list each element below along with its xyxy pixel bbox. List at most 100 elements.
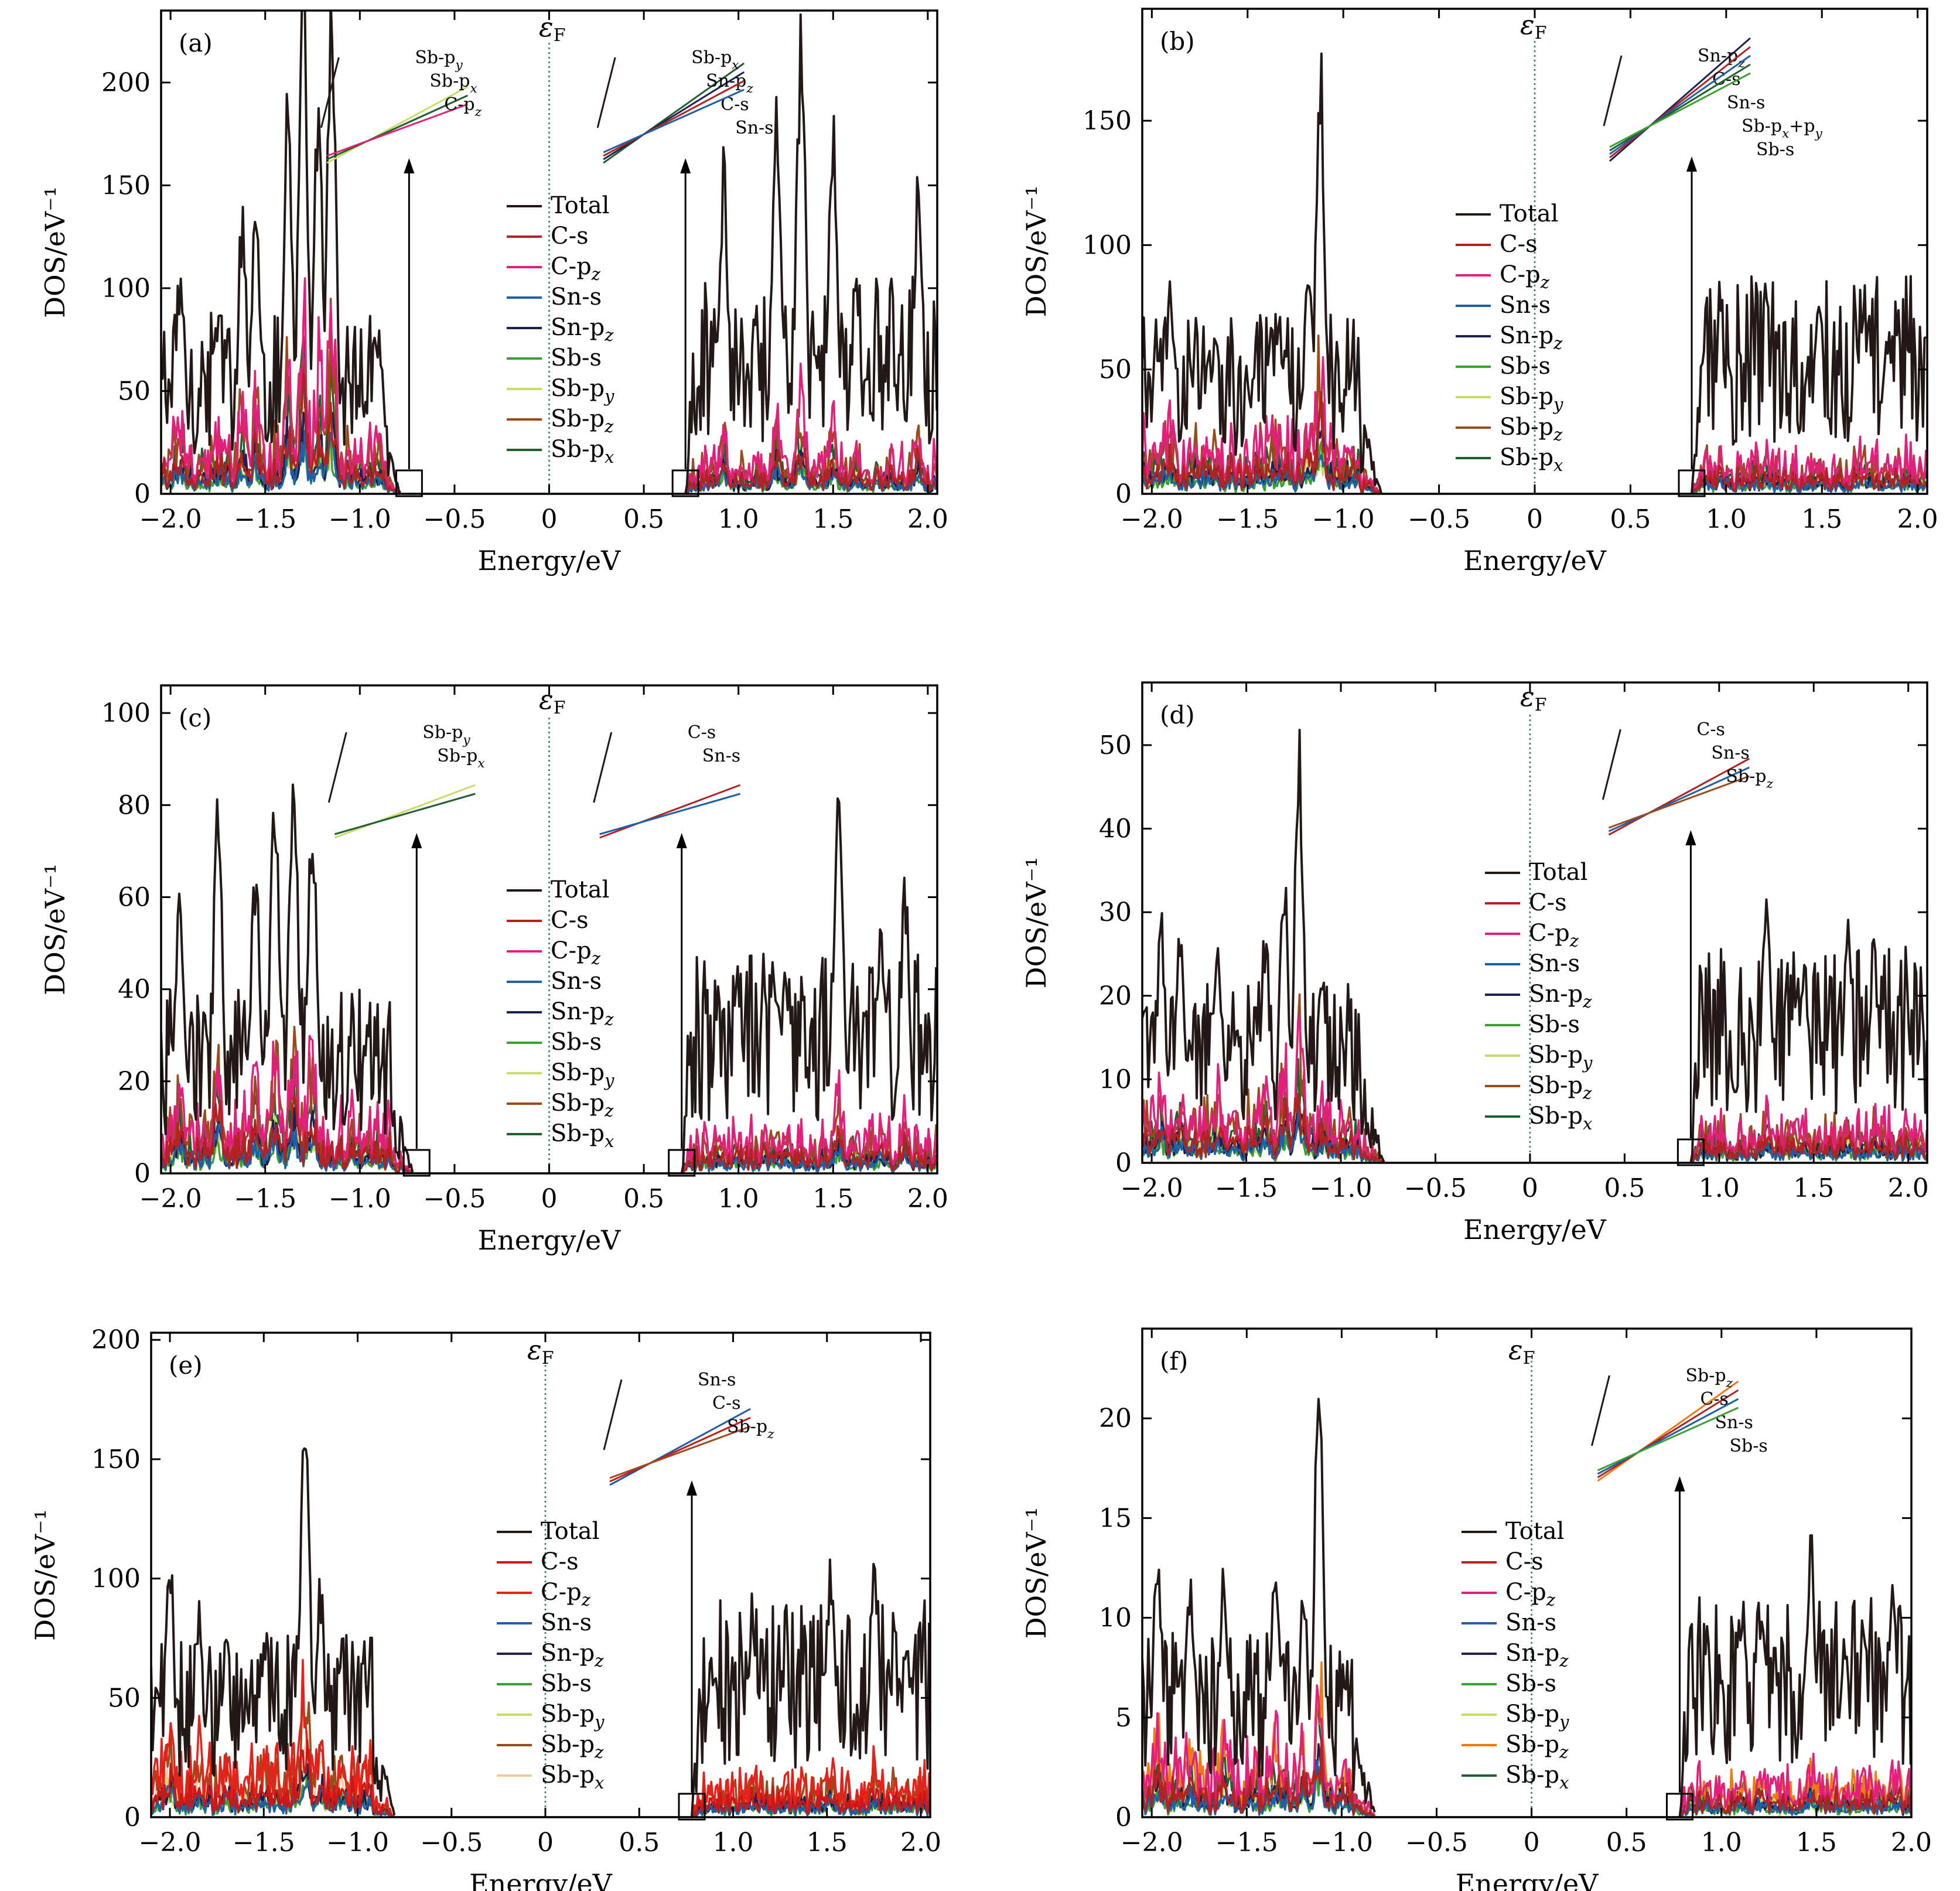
y-tick-label: 200 bbox=[101, 68, 151, 98]
panel-label: (c) bbox=[179, 704, 211, 732]
x-tick-label: −1.0 bbox=[1312, 504, 1375, 534]
legend-label: Sb-px bbox=[551, 1120, 614, 1151]
x-tick-label: 1.0 bbox=[1699, 1173, 1740, 1203]
inset-label: Sb-pz bbox=[727, 1416, 774, 1442]
panel-c: εF −2.0 −1.5 −1.0 −0.5 0 0.5 1.0 1.5 2.0 0 20 40 60 80… bbox=[39, 684, 948, 1256]
x-axis-label: Energy/eV bbox=[1463, 1214, 1607, 1245]
legend-label: Sn-s bbox=[1505, 1609, 1556, 1636]
x-tick-label: −0.5 bbox=[1404, 1173, 1467, 1203]
legend-label: Sn-s bbox=[1500, 292, 1551, 319]
pdos-line-c-s bbox=[1142, 1738, 1911, 1817]
x-tick-label: −1.0 bbox=[329, 504, 391, 534]
x-tick-label: 0.5 bbox=[1610, 504, 1651, 534]
legend-label: Sb-py bbox=[1529, 1042, 1593, 1073]
y-tick-label: 0 bbox=[1115, 1803, 1132, 1832]
x-tick-label: −1.5 bbox=[1216, 504, 1279, 534]
legend-label: C-s bbox=[1529, 889, 1567, 916]
inset-line bbox=[326, 94, 468, 161]
inset-line bbox=[326, 86, 469, 164]
x-tick-label: 2.0 bbox=[907, 1184, 948, 1214]
y-tick-label: 50 bbox=[1099, 355, 1132, 385]
inset-line bbox=[1609, 54, 1751, 155]
legend-label: C-pz bbox=[1505, 1579, 1556, 1610]
y-tick-label: 40 bbox=[1099, 814, 1132, 844]
x-tick-label: 1.5 bbox=[812, 1184, 853, 1214]
fermi-label: εF bbox=[1508, 1334, 1535, 1368]
x-tick-label: −1.5 bbox=[1215, 1828, 1278, 1858]
inset-line bbox=[1609, 72, 1751, 148]
inset-line bbox=[1609, 46, 1751, 159]
legend-label: Sb-s bbox=[1529, 1011, 1580, 1038]
legend-label: Sb-px bbox=[1529, 1102, 1592, 1134]
inset-line bbox=[603, 71, 745, 161]
legend-label: Sb-py bbox=[1500, 383, 1563, 414]
legend-label: Sb-px bbox=[1500, 444, 1563, 475]
inset-line bbox=[334, 784, 476, 839]
inset-total-line bbox=[327, 732, 347, 803]
zoom-box bbox=[1676, 1138, 1705, 1166]
y-tick-label: 20 bbox=[118, 1067, 151, 1097]
legend-label: Sb-px bbox=[551, 436, 614, 467]
inset-line bbox=[1609, 37, 1751, 162]
inset-label: Sb-px bbox=[429, 71, 477, 96]
inset-line bbox=[609, 1425, 751, 1479]
legend-label: Sb-py bbox=[541, 1701, 605, 1732]
legend-label: Sb-s bbox=[1500, 353, 1551, 380]
inset-label: C-s bbox=[1696, 719, 1725, 740]
legend-label: Sn-s bbox=[551, 968, 602, 995]
legend-label: Sb-s bbox=[541, 1670, 592, 1697]
x-tick-label: −1.5 bbox=[234, 504, 296, 534]
inset-label: C-pz bbox=[444, 94, 482, 120]
curves bbox=[161, 783, 937, 1173]
x-tick-label: 0.5 bbox=[623, 504, 664, 534]
zoom-arrowhead bbox=[680, 158, 691, 173]
inset-line bbox=[334, 793, 476, 835]
pdos-line-sn-s bbox=[1142, 454, 1927, 494]
y-tick-label: 100 bbox=[101, 274, 151, 303]
inset-label: Sb-px bbox=[437, 746, 484, 771]
x-tick-label: 0 bbox=[541, 504, 558, 534]
legend-label: Sn-s bbox=[1529, 950, 1580, 977]
pdos-line-c-s bbox=[161, 370, 937, 494]
zoom-box bbox=[671, 469, 699, 497]
x-tick-label: −2.0 bbox=[139, 1184, 202, 1214]
inset-total-line bbox=[1603, 55, 1623, 127]
x-tick-label: 2.0 bbox=[1897, 504, 1938, 534]
y-tick-label: 150 bbox=[101, 170, 151, 200]
x-tick-label: 0 bbox=[1527, 504, 1543, 534]
legend-label: Sb-px bbox=[541, 1762, 604, 1793]
x-tick-label: −1.5 bbox=[233, 1828, 295, 1858]
y-axis-label: DOS/eV⁻¹ bbox=[1020, 186, 1052, 318]
x-tick-label: 1.0 bbox=[713, 1828, 754, 1858]
x-tick-label: 1.0 bbox=[718, 1184, 759, 1214]
x-tick-label: 2.0 bbox=[900, 1828, 941, 1858]
inset-total-line bbox=[320, 57, 340, 128]
legend-label: C-pz bbox=[1529, 920, 1579, 951]
inset-line bbox=[603, 80, 745, 157]
inset-line bbox=[1608, 775, 1750, 829]
legend-label: Sb-px bbox=[1505, 1762, 1569, 1793]
x-tick-label: 1.5 bbox=[1793, 1173, 1834, 1203]
panel-label: (b) bbox=[1160, 27, 1195, 56]
inset-line bbox=[1597, 1398, 1739, 1475]
pdos-line-c-s bbox=[1142, 1093, 1927, 1163]
inset-line bbox=[609, 1408, 751, 1486]
legend-label: Sb-pz bbox=[541, 1731, 604, 1762]
legend-label: C-pz bbox=[551, 937, 601, 968]
plot-frame bbox=[150, 1332, 931, 1818]
pdos-line-c-s bbox=[161, 1095, 937, 1173]
inset-label: C-s bbox=[688, 722, 716, 743]
x-axis-label: Energy/eV bbox=[469, 1868, 613, 1891]
y-tick-label: 80 bbox=[118, 790, 151, 820]
x-tick-label: 0 bbox=[537, 1828, 554, 1858]
curves bbox=[151, 1447, 930, 1817]
fermi-label: εF bbox=[1520, 9, 1547, 43]
legend-label: Sn-pz bbox=[551, 998, 614, 1029]
total-dos-line bbox=[161, 11, 937, 494]
x-axis-label: Energy/eV bbox=[1463, 545, 1607, 576]
zoom-box bbox=[1665, 1793, 1693, 1821]
